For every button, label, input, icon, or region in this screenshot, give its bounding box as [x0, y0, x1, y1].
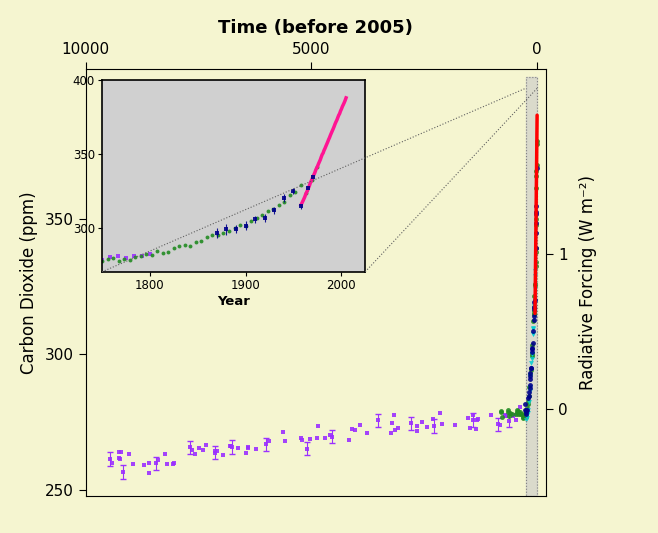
X-axis label: Year: Year — [217, 295, 250, 308]
Y-axis label: Radiative Forcing (W m⁻²): Radiative Forcing (W m⁻²) — [578, 175, 597, 390]
Y-axis label: Carbon Dioxide (ppm): Carbon Dioxide (ppm) — [20, 191, 38, 374]
X-axis label: Time (before 2005): Time (before 2005) — [218, 19, 413, 37]
